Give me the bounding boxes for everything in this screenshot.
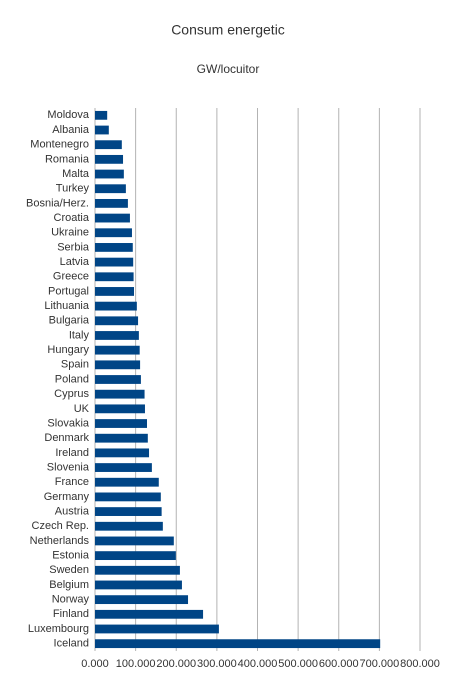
- bar: [95, 301, 137, 311]
- y-tick-label: Portugal: [48, 285, 89, 297]
- bar: [95, 360, 141, 370]
- x-tick-label: 100.000: [116, 658, 156, 670]
- y-tick-label: Cyprus: [54, 388, 89, 400]
- bar: [95, 110, 108, 120]
- bar: [95, 521, 163, 531]
- bar: [95, 375, 141, 384]
- x-tick-label: 200.000: [156, 658, 196, 670]
- y-tick-label: Finland: [53, 608, 89, 620]
- x-tick-label: 0.000: [81, 658, 109, 670]
- bar: [95, 477, 159, 487]
- y-tick-label: Ireland: [55, 447, 89, 459]
- bar: [95, 639, 381, 649]
- bar: [95, 419, 147, 428]
- y-tick-label: Turkey: [56, 183, 90, 195]
- y-tick-label: Slovenia: [47, 461, 90, 473]
- bar: [95, 448, 150, 458]
- y-tick-label: Malta: [62, 168, 90, 180]
- y-tick-label: Germany: [44, 491, 90, 503]
- y-tick-label: Serbia: [57, 241, 90, 253]
- y-tick-label: Lithuania: [44, 300, 90, 312]
- bar: [95, 595, 189, 605]
- x-tick-label: 300.000: [197, 658, 237, 670]
- y-tick-label: Hungary: [47, 344, 89, 356]
- bar: [95, 169, 124, 179]
- bar: [95, 316, 139, 326]
- x-tick-label: 400.000: [238, 658, 278, 670]
- y-tick-label: Moldova: [47, 109, 89, 121]
- y-tick-label: France: [55, 476, 89, 488]
- bar: [95, 287, 134, 296]
- bar: [95, 331, 139, 340]
- y-tick-label: Croatia: [54, 212, 90, 224]
- y-tick-label: Bulgaria: [49, 315, 90, 327]
- x-tick-label: 600.000: [319, 658, 359, 670]
- y-tick-label: Montenegro: [30, 139, 89, 151]
- chart-subtitle: GW/locuitor: [197, 62, 260, 76]
- bar: [95, 609, 204, 619]
- y-tick-label: Netherlands: [30, 535, 90, 547]
- bar: [95, 243, 133, 252]
- bar: [95, 551, 176, 561]
- bar: [95, 404, 145, 414]
- y-tick-label: Luxembourg: [28, 623, 89, 635]
- bar: [95, 140, 122, 150]
- y-tick-label: Sweden: [49, 564, 89, 576]
- y-tick-label: Ukraine: [51, 227, 89, 239]
- bar: [95, 433, 148, 443]
- bar: [95, 624, 219, 634]
- y-tick-label: Norway: [52, 594, 90, 606]
- bar: [95, 536, 174, 546]
- y-tick-label: Latvia: [60, 256, 90, 268]
- y-tick-label: Spain: [61, 359, 89, 371]
- y-tick-label: Albania: [52, 124, 90, 136]
- y-tick-label: Romania: [45, 153, 90, 165]
- x-tick-label: 500.000: [278, 658, 318, 670]
- x-tick-label: 800.000: [400, 658, 440, 670]
- y-tick-label: Austria: [55, 505, 90, 517]
- y-tick-label: Italy: [69, 329, 90, 341]
- bar: [95, 389, 145, 399]
- bar: [95, 154, 124, 164]
- y-tick-label: Greece: [53, 271, 89, 283]
- bar: [95, 184, 126, 194]
- y-tick-label: Estonia: [52, 550, 90, 562]
- y-tick-label: Bosnia/Herz.: [26, 197, 89, 209]
- y-tick-label: Slovakia: [47, 417, 89, 429]
- bar: [95, 213, 130, 223]
- bar: [95, 257, 134, 267]
- bar: [95, 492, 161, 502]
- y-tick-label: Belgium: [49, 579, 89, 591]
- bar: [95, 565, 180, 575]
- y-tick-label: Czech Rep.: [32, 520, 89, 532]
- y-tick-label: Poland: [55, 373, 89, 385]
- bar: [95, 228, 132, 238]
- y-tick-label: Denmark: [44, 432, 89, 444]
- bar: [95, 125, 109, 135]
- bar: [95, 198, 128, 208]
- y-tick-label: Iceland: [54, 638, 89, 650]
- y-tick-label: UK: [74, 403, 90, 415]
- bar: [95, 463, 152, 472]
- bar: [95, 272, 134, 282]
- bar: [95, 580, 182, 590]
- bar: [95, 507, 162, 516]
- x-tick-label: 700.000: [359, 658, 399, 670]
- chart-title: Consum energetic: [171, 22, 285, 38]
- bar: [95, 345, 140, 355]
